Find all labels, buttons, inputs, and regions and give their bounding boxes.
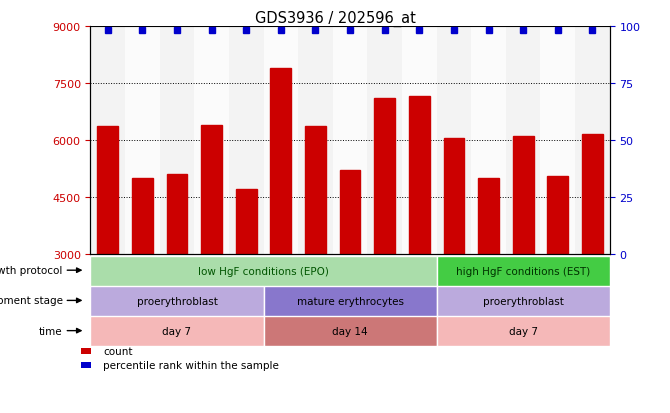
Bar bbox=[340, 171, 360, 368]
Bar bbox=[575, 27, 610, 254]
Bar bbox=[125, 27, 159, 254]
Text: proerythroblast: proerythroblast bbox=[482, 296, 563, 306]
Bar bbox=[132, 178, 153, 368]
Text: day 7: day 7 bbox=[509, 326, 537, 337]
Bar bbox=[81, 362, 91, 368]
Bar bbox=[506, 27, 541, 254]
Text: percentile rank within the sample: percentile rank within the sample bbox=[103, 361, 279, 370]
Bar bbox=[263, 27, 298, 254]
Bar bbox=[437, 256, 610, 286]
Bar bbox=[201, 125, 222, 368]
Bar bbox=[402, 27, 437, 254]
Bar bbox=[547, 176, 568, 368]
Bar bbox=[305, 127, 326, 368]
Bar bbox=[298, 27, 333, 254]
Bar bbox=[513, 137, 533, 368]
Bar bbox=[167, 174, 188, 368]
Bar bbox=[90, 256, 437, 286]
Bar bbox=[582, 135, 603, 368]
Bar bbox=[375, 99, 395, 368]
Text: growth protocol: growth protocol bbox=[0, 266, 63, 275]
Text: mature erythrocytes: mature erythrocytes bbox=[297, 296, 403, 306]
Bar bbox=[471, 27, 506, 254]
Bar bbox=[90, 316, 263, 347]
Text: GDS3936 / 202596_at: GDS3936 / 202596_at bbox=[255, 10, 415, 26]
Text: day 7: day 7 bbox=[163, 326, 192, 337]
Text: proerythroblast: proerythroblast bbox=[137, 296, 218, 306]
Bar bbox=[97, 127, 118, 368]
Bar bbox=[90, 286, 263, 316]
Bar bbox=[194, 27, 229, 254]
Bar bbox=[333, 27, 367, 254]
Bar bbox=[229, 27, 263, 254]
Bar bbox=[478, 178, 499, 368]
Bar bbox=[81, 348, 91, 354]
Bar bbox=[409, 97, 429, 368]
Bar bbox=[437, 286, 610, 316]
Bar bbox=[90, 27, 125, 254]
Bar bbox=[263, 286, 437, 316]
Bar bbox=[437, 27, 471, 254]
Bar bbox=[271, 69, 291, 368]
Text: time: time bbox=[39, 326, 63, 336]
Bar bbox=[444, 138, 464, 368]
Bar bbox=[541, 27, 575, 254]
Bar bbox=[159, 27, 194, 254]
Text: count: count bbox=[103, 347, 133, 356]
Text: development stage: development stage bbox=[0, 296, 63, 306]
Text: high HgF conditions (EST): high HgF conditions (EST) bbox=[456, 266, 590, 276]
Bar bbox=[263, 316, 437, 347]
Text: day 14: day 14 bbox=[332, 326, 368, 337]
Text: low HgF conditions (EPO): low HgF conditions (EPO) bbox=[198, 266, 329, 276]
Bar bbox=[236, 190, 257, 368]
Bar bbox=[437, 316, 610, 347]
Bar bbox=[367, 27, 402, 254]
